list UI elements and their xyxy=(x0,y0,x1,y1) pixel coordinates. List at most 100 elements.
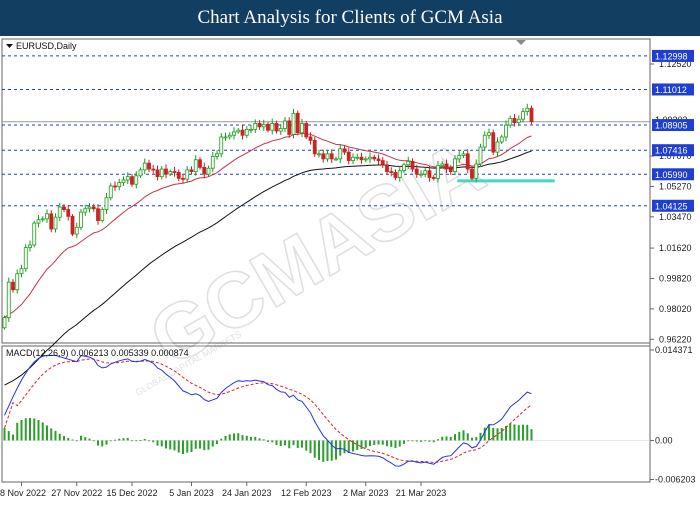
macd-histogram-bar xyxy=(326,440,329,461)
candle-body xyxy=(261,123,266,128)
macd-histogram-bar xyxy=(199,440,201,449)
macd-histogram-bar xyxy=(29,417,31,441)
level-tag-bg xyxy=(652,119,694,132)
candle-body xyxy=(470,168,474,179)
candle-body xyxy=(495,141,500,153)
candle-body xyxy=(397,170,402,178)
macd-histogram-bar xyxy=(97,440,99,446)
candle-body xyxy=(134,175,139,185)
symbol-dropdown-icon[interactable] xyxy=(6,44,13,48)
chart-area: GCMASIA GLOBAL CAPITAL MARKETS 1.12520 1.… xyxy=(0,36,700,500)
macd-histogram-bar xyxy=(114,439,116,441)
price-tick-label: 1.03470 xyxy=(659,212,692,222)
macd-histogram-bar xyxy=(271,440,274,443)
macd-histogram-bar xyxy=(101,440,104,447)
candle-body xyxy=(321,153,326,160)
macd-histogram-bar xyxy=(454,434,456,441)
macd-histogram-bar xyxy=(75,440,78,442)
macd-histogram-bar xyxy=(16,422,19,441)
candle-body xyxy=(130,176,134,185)
candle-body xyxy=(45,213,49,220)
candle-body xyxy=(270,123,275,131)
candle-body xyxy=(240,129,245,136)
candle-body xyxy=(117,182,122,188)
candle-body xyxy=(236,129,241,133)
time-tick-label: 8 Nov 2022 xyxy=(0,488,46,498)
candle-body xyxy=(461,153,466,156)
candle-body xyxy=(406,161,411,166)
time-tick-label: 27 Nov 2022 xyxy=(51,488,102,498)
macd-histogram-bar xyxy=(305,440,308,451)
level-tags: 1.093031.129981.110121.089051.074161.059… xyxy=(652,49,694,212)
candle-body xyxy=(28,244,32,248)
macd-histogram-bar xyxy=(356,440,359,450)
macd-histogram-bar xyxy=(322,440,325,462)
candle-body xyxy=(172,171,177,173)
macd-histogram-bar xyxy=(352,440,354,452)
macd-histogram-bar xyxy=(394,440,397,449)
macd-histogram-bar xyxy=(517,425,520,441)
candle-body xyxy=(295,112,300,134)
candle-body xyxy=(508,117,513,126)
candle-body xyxy=(227,134,232,138)
macd-histogram-bar xyxy=(84,437,87,441)
candle-body xyxy=(465,153,470,170)
candle-body xyxy=(244,128,249,136)
macd-histogram-bar xyxy=(428,440,431,442)
header-banner: Chart Analysis for Clients of GCM Asia xyxy=(0,0,700,36)
macd-histogram-bar xyxy=(126,437,129,441)
candle-body xyxy=(266,123,270,131)
macd-histogram-bar xyxy=(343,440,346,454)
macd-histogram-bar xyxy=(390,440,393,447)
candle-body xyxy=(278,128,283,132)
candle-body xyxy=(74,226,79,235)
candle-body xyxy=(223,136,228,139)
macd-histogram-bar xyxy=(360,440,363,450)
macd-histogram-bar xyxy=(245,435,248,441)
candle-body xyxy=(427,170,432,178)
macd-histogram-bar xyxy=(3,427,6,441)
candle-body xyxy=(147,162,151,170)
price-chart[interactable]: GCMASIA GLOBAL CAPITAL MARKETS 1.125201.… xyxy=(0,36,700,500)
macd-histogram-bar xyxy=(54,430,57,441)
candle-body xyxy=(249,128,253,131)
time-tick-label: 15 Dec 2022 xyxy=(106,488,157,498)
candle-body xyxy=(457,155,462,160)
candle-body xyxy=(219,136,224,155)
macd-histogram-bar xyxy=(131,440,133,442)
time-tick-label: 12 Feb 2023 xyxy=(281,488,332,498)
level-tag: 1.05990 xyxy=(655,170,688,180)
candle-body xyxy=(419,173,423,176)
time-tick-label: 5 Jan 2023 xyxy=(169,488,214,498)
candle-body xyxy=(57,206,62,218)
candle-body xyxy=(359,156,364,161)
macd-histogram-bar xyxy=(254,436,257,441)
price-tick-label: 0.96220 xyxy=(659,334,692,344)
macd-histogram-bar xyxy=(347,440,350,454)
macd-histogram-bar xyxy=(7,431,10,441)
price-tick-label: 1.12520 xyxy=(659,59,692,69)
macd-histogram-bar xyxy=(292,440,295,446)
candle-body xyxy=(15,273,20,291)
candle-body xyxy=(36,219,41,224)
macd-histogram-bar xyxy=(526,424,529,441)
macd-histogram-bar xyxy=(407,440,410,442)
macd-histogram-bar xyxy=(522,424,524,441)
support-zone-group xyxy=(457,179,555,183)
time-tick-label: 21 Mar 2023 xyxy=(396,488,447,498)
candle-body xyxy=(185,169,190,180)
candle-body xyxy=(283,120,287,129)
time-tick-label: 2 Mar 2023 xyxy=(343,488,389,498)
level-tag-bg xyxy=(652,199,694,212)
macd-histogram-bar xyxy=(424,440,427,442)
candle-body xyxy=(164,168,168,175)
macd-histogram-bar xyxy=(373,440,376,446)
candle-body xyxy=(300,123,304,134)
candle-body xyxy=(215,153,219,157)
candle-body xyxy=(11,281,15,291)
candle-body xyxy=(376,158,381,161)
candle-body xyxy=(49,213,54,230)
macd-histogram-bar xyxy=(173,440,176,451)
candle-body xyxy=(23,247,28,270)
candle-body xyxy=(414,168,419,175)
